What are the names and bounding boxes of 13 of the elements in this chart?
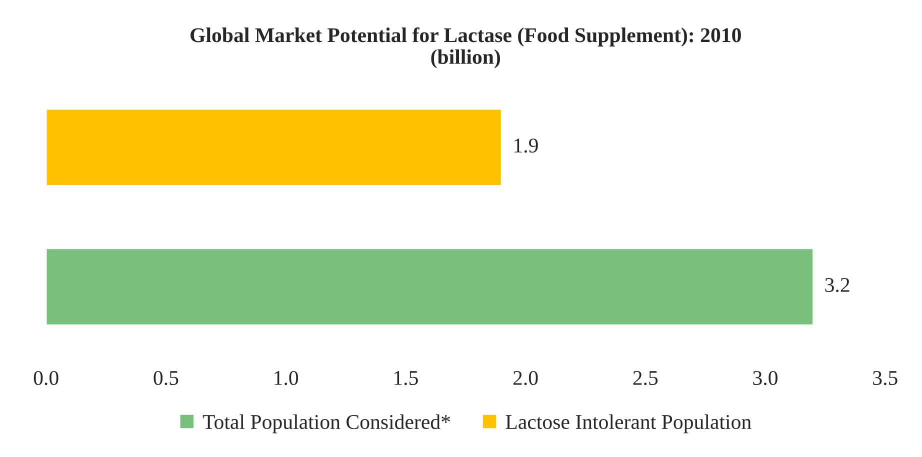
x-tick-label: 3.5 bbox=[873, 371, 898, 386]
x-tick-label: 0.0 bbox=[34, 370, 58, 386]
x-tick-label: 3.0 bbox=[753, 370, 778, 386]
legend-label: Total Population Considered* bbox=[202, 414, 450, 434]
chart-title: Global Market Potential for Lactase (Food Supplement): 2010 (billion) bbox=[190, 27, 741, 68]
x-tick-label: 2.5 bbox=[633, 371, 658, 386]
legend-label: Lactose Intolerant Population bbox=[506, 414, 752, 434]
data-label: 3.2 bbox=[825, 278, 850, 292]
x-tick-label: 1.5 bbox=[394, 371, 418, 386]
x-tick-label: 2.0 bbox=[513, 370, 538, 386]
data-label: 1.9 bbox=[514, 138, 538, 153]
x-tick-label: 0.5 bbox=[154, 370, 178, 386]
x-tick-label: 1.0 bbox=[274, 370, 298, 386]
